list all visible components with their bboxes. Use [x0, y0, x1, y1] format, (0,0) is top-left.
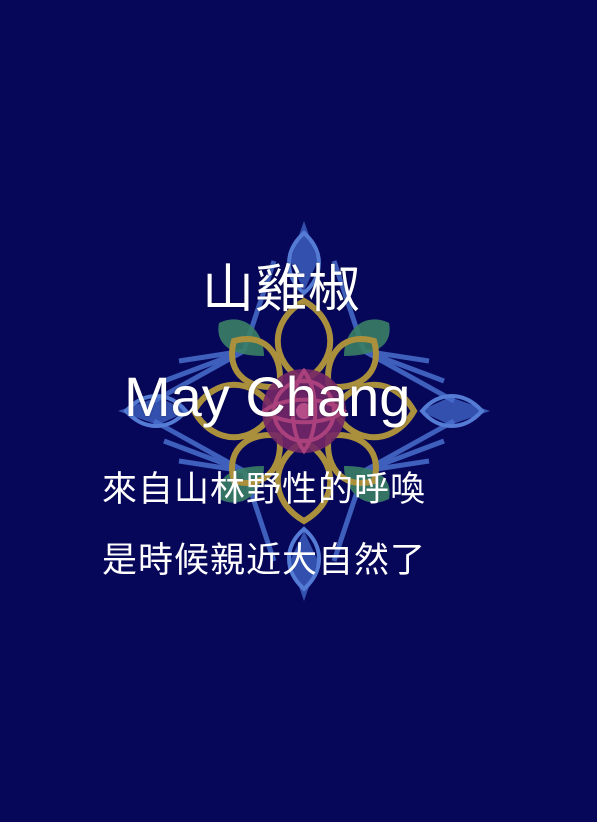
tagline-line-2: 是時候親近大自然了 — [102, 541, 427, 581]
title-chinese: 山雞椒 — [202, 260, 362, 320]
tagline-line-1: 來自山林野性的呼喚 — [102, 470, 427, 510]
mandala-ornament-icon — [118, 221, 490, 601]
title-english: May Chang — [124, 365, 411, 428]
